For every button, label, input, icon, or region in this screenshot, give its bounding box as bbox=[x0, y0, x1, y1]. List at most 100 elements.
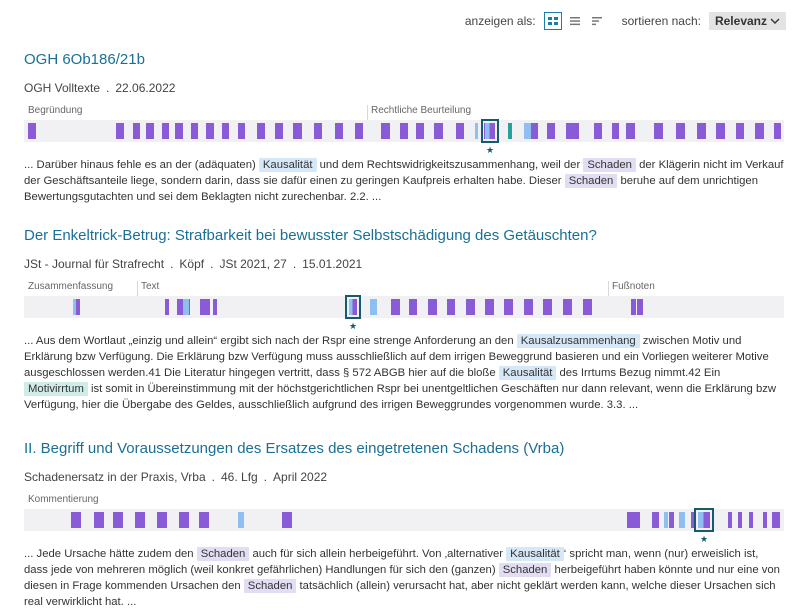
snippet-text: und dem Rechtswidrigkeitszusammenhang, w… bbox=[316, 159, 584, 171]
hit-marker[interactable] bbox=[774, 123, 781, 139]
result-title-link[interactable]: II. Begriff und Voraussetzungen des Ersa… bbox=[24, 440, 565, 457]
hit-marker[interactable] bbox=[213, 299, 217, 315]
hit-marker[interactable] bbox=[177, 299, 184, 315]
result-meta: JSt - Journal für Strafrecht. Köpf. JSt 20… bbox=[24, 257, 363, 271]
hit-marker[interactable] bbox=[749, 512, 753, 528]
highlighted-term: Schaden bbox=[498, 563, 552, 577]
view-list-button[interactable] bbox=[566, 12, 584, 30]
hit-marker[interactable] bbox=[94, 512, 104, 528]
meta-source: JSt - Journal für Strafrecht bbox=[24, 257, 165, 271]
hit-marker[interactable] bbox=[238, 123, 245, 139]
hit-marker[interactable] bbox=[504, 299, 513, 315]
current-hit-indicator[interactable] bbox=[694, 508, 714, 532]
hit-marker[interactable] bbox=[391, 299, 400, 315]
hit-marker[interactable] bbox=[428, 299, 437, 315]
view-grid-button[interactable] bbox=[543, 12, 562, 30]
sort-select[interactable]: Relevanz bbox=[708, 12, 786, 30]
hit-marker[interactable] bbox=[524, 123, 531, 139]
hit-marker[interactable] bbox=[355, 123, 363, 139]
hit-marker[interactable] bbox=[199, 512, 209, 528]
current-hit-indicator[interactable] bbox=[481, 119, 499, 143]
hit-marker[interactable] bbox=[697, 123, 706, 139]
hit-marker[interactable] bbox=[679, 512, 685, 528]
view-compact-button[interactable] bbox=[588, 12, 606, 30]
hit-marker[interactable] bbox=[466, 299, 475, 315]
hit-marker[interactable] bbox=[165, 299, 169, 315]
hit-marker[interactable] bbox=[664, 512, 668, 528]
hit-marker[interactable] bbox=[146, 123, 154, 139]
hit-marker[interactable] bbox=[200, 299, 210, 315]
result-title-link[interactable]: OGH 6Ob186/21b bbox=[24, 51, 145, 68]
hit-marker[interactable] bbox=[416, 123, 424, 139]
hit-marker[interactable] bbox=[381, 123, 390, 139]
hit-marker[interactable] bbox=[716, 123, 725, 139]
hit-marker[interactable] bbox=[183, 299, 189, 315]
highlighted-term: Schaden bbox=[564, 174, 618, 188]
hit-marker[interactable] bbox=[566, 123, 579, 139]
hit-marker[interactable] bbox=[456, 123, 464, 139]
hit-marker[interactable] bbox=[157, 512, 167, 528]
hit-marker[interactable] bbox=[563, 299, 572, 315]
hit-marker[interactable] bbox=[543, 299, 552, 315]
snippet-text: zwischen Motiv und Erklärung bzw Verfügu… bbox=[24, 335, 769, 379]
hit-marker[interactable] bbox=[135, 512, 145, 528]
hit-marker[interactable] bbox=[755, 123, 764, 139]
hit-marker[interactable] bbox=[162, 123, 169, 139]
hit-marker[interactable] bbox=[652, 512, 659, 528]
hit-marker[interactable] bbox=[175, 123, 183, 139]
hit-marker[interactable] bbox=[612, 123, 619, 139]
hit-marker[interactable] bbox=[409, 299, 417, 315]
hit-marker[interactable] bbox=[335, 123, 343, 139]
hit-marker[interactable] bbox=[583, 299, 592, 315]
hit-marker[interactable] bbox=[475, 123, 478, 139]
hit-marker[interactable] bbox=[691, 512, 695, 528]
hit-marker[interactable] bbox=[763, 512, 767, 528]
hit-marker[interactable] bbox=[485, 299, 494, 315]
hit-marker[interactable] bbox=[547, 123, 555, 139]
hit-marker[interactable] bbox=[370, 299, 377, 315]
highlighted-term: Schaden bbox=[196, 547, 250, 561]
hit-marker[interactable] bbox=[772, 512, 780, 528]
result-snippet: ... Darüber hinaus fehle es an der (adäq… bbox=[24, 157, 784, 205]
hit-map[interactable]: Begründung Rechtliche Beurteilung ★ bbox=[24, 105, 784, 155]
hit-marker[interactable] bbox=[28, 123, 36, 139]
hit-marker[interactable] bbox=[238, 512, 244, 528]
result-title-link[interactable]: Der Enkeltrick-Betrug: Strafbarkeit bei … bbox=[24, 227, 597, 244]
hit-map[interactable]: Zusammenfassung Text Fußnoten ★ bbox=[24, 281, 784, 331]
hit-marker[interactable] bbox=[728, 512, 732, 528]
hit-marker[interactable] bbox=[531, 123, 538, 139]
hit-marker[interactable] bbox=[116, 123, 124, 139]
hit-marker[interactable] bbox=[676, 123, 685, 139]
hit-marker[interactable] bbox=[434, 123, 443, 139]
hit-marker[interactable] bbox=[191, 123, 198, 139]
hit-marker[interactable] bbox=[222, 123, 229, 139]
hit-marker[interactable] bbox=[133, 123, 140, 139]
hit-marker[interactable] bbox=[447, 299, 455, 315]
hit-marker[interactable] bbox=[282, 512, 292, 528]
hit-marker[interactable] bbox=[257, 123, 265, 139]
hit-marker[interactable] bbox=[654, 123, 663, 139]
hit-marker[interactable] bbox=[314, 123, 322, 139]
current-hit-indicator[interactable] bbox=[345, 295, 361, 319]
compact-list-icon bbox=[591, 17, 602, 26]
hit-marker[interactable] bbox=[71, 512, 81, 528]
section-label: Fußnoten bbox=[612, 281, 655, 292]
hit-marker[interactable] bbox=[736, 123, 744, 139]
hit-marker[interactable] bbox=[627, 512, 640, 528]
hit-marker[interactable] bbox=[738, 512, 742, 528]
hit-marker[interactable] bbox=[275, 123, 283, 139]
hit-marker[interactable] bbox=[206, 123, 214, 139]
hit-marker[interactable] bbox=[524, 299, 533, 315]
hit-marker[interactable] bbox=[626, 123, 635, 139]
hit-marker[interactable] bbox=[669, 512, 674, 528]
hit-marker[interactable] bbox=[400, 123, 408, 139]
hit-marker[interactable] bbox=[113, 512, 123, 528]
hit-marker[interactable] bbox=[631, 299, 636, 315]
hit-map[interactable]: Kommentierung ★ bbox=[24, 494, 784, 544]
hit-marker[interactable] bbox=[73, 299, 80, 315]
hit-marker[interactable] bbox=[179, 512, 189, 528]
hit-marker[interactable] bbox=[594, 123, 602, 139]
hit-marker[interactable] bbox=[637, 299, 643, 315]
hit-marker[interactable] bbox=[508, 123, 512, 139]
hit-marker[interactable] bbox=[293, 123, 302, 139]
